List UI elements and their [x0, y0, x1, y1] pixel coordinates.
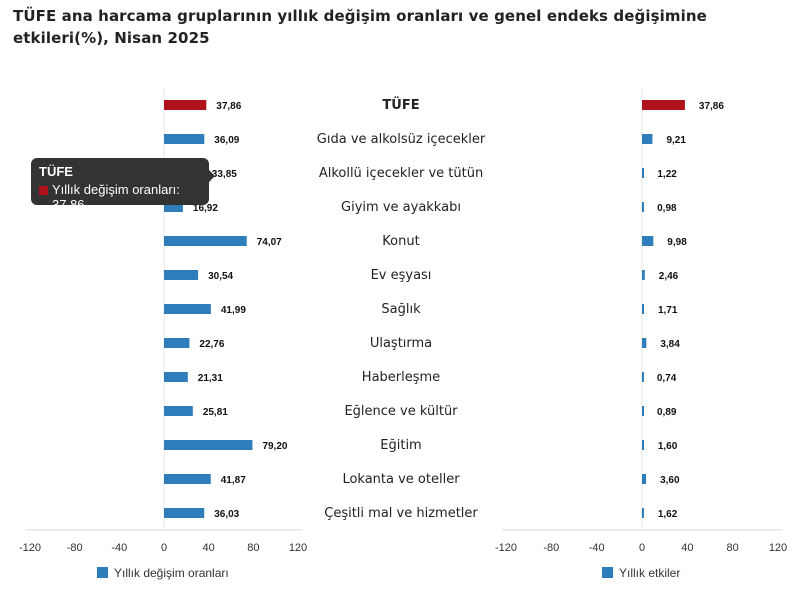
- legend-label: Yıllık etkiler: [619, 566, 680, 580]
- data-label: 37,86: [699, 101, 724, 112]
- bar: [164, 508, 205, 518]
- bar: [164, 202, 183, 212]
- bar: [164, 372, 188, 382]
- data-label: 2,46: [659, 271, 679, 282]
- bar: [164, 100, 207, 110]
- tooltip-text: Yıllık değişim oranları: 37.86: [52, 182, 180, 212]
- tooltip-header: TÜFE: [39, 164, 73, 179]
- bar: [642, 440, 644, 450]
- x-tick-label: 40: [203, 542, 215, 554]
- x-tick-label: -80: [543, 542, 559, 554]
- tooltip-arrow: [209, 170, 215, 182]
- bar: [642, 134, 653, 144]
- data-label: 36,09: [214, 135, 239, 146]
- category-label: Lokanta ve oteller: [342, 472, 460, 487]
- x-tick-label: -120: [495, 542, 517, 554]
- bar: [642, 168, 644, 178]
- data-label: 1,62: [658, 509, 678, 520]
- category-label: Eğlence ve kültür: [344, 404, 458, 419]
- data-label: 0,74: [657, 373, 677, 384]
- bar: [164, 134, 205, 144]
- category-label: Çeşitli mal ve hizmetler: [324, 506, 478, 521]
- data-label: 16,92: [193, 203, 218, 214]
- x-tick-label: 120: [289, 542, 307, 554]
- data-label: 3,60: [660, 475, 680, 486]
- data-label: 36,03: [214, 509, 239, 520]
- x-tick-label: -120: [19, 542, 41, 554]
- bar: [642, 406, 644, 416]
- bar: [164, 440, 253, 450]
- bar: [642, 270, 645, 280]
- category-label: Ulaştırma: [370, 336, 432, 351]
- x-tick-label: 80: [247, 542, 259, 554]
- category-label: Giyim ve ayakkabı: [341, 200, 461, 215]
- tooltip: TÜFE Yıllık değişim oranları: 37.86: [31, 158, 215, 212]
- data-label: 3,84: [660, 339, 680, 350]
- bar: [642, 236, 654, 246]
- data-label: 0,89: [657, 407, 677, 418]
- data-label: 33,85: [212, 169, 237, 180]
- bar: [164, 236, 247, 246]
- data-label: 0,98: [657, 203, 677, 214]
- data-label: 1,60: [658, 441, 678, 452]
- data-label: 30,54: [208, 271, 233, 282]
- data-label: 1,71: [658, 305, 678, 316]
- bar: [642, 474, 647, 484]
- tooltip-swatch: [39, 186, 48, 195]
- bar: [642, 508, 644, 518]
- bar: [164, 474, 211, 484]
- data-label: 9,21: [666, 135, 686, 146]
- bar: [164, 338, 190, 348]
- x-tick-label: 40: [681, 542, 693, 554]
- category-label: Alkollü içecekler ve tütün: [319, 166, 483, 181]
- category-label: Eğitim: [380, 438, 421, 453]
- bar: [642, 100, 685, 110]
- chart-title: TÜFE ana harcama gruplarının yıllık deği…: [13, 7, 707, 47]
- x-tick-label: 80: [727, 542, 739, 554]
- category-label: Sağlık: [381, 302, 421, 317]
- x-tick-label: -40: [111, 542, 127, 554]
- bar: [164, 270, 199, 280]
- category-label: Ev eşyası: [371, 268, 432, 283]
- data-label: 41,99: [221, 305, 246, 316]
- data-label: 1,22: [657, 169, 677, 180]
- bar: [642, 202, 644, 212]
- data-label: 79,20: [262, 441, 287, 452]
- bar: [642, 372, 644, 382]
- category-label: Konut: [382, 234, 419, 249]
- data-label: 41,87: [221, 475, 246, 486]
- data-label: 74,07: [257, 237, 282, 248]
- x-tick-label: -80: [67, 542, 83, 554]
- x-tick-label: 0: [161, 542, 167, 554]
- legend-swatch: [97, 567, 108, 578]
- category-label: Gıda ve alkolsüz içecekler: [317, 132, 486, 147]
- x-tick-label: 120: [769, 542, 787, 554]
- legend-label: Yıllık değişim oranları: [114, 566, 229, 580]
- bar: [164, 304, 211, 314]
- data-label: 22,76: [199, 339, 224, 350]
- x-tick-label: -40: [589, 542, 605, 554]
- bar: [642, 338, 647, 348]
- data-label: 25,81: [203, 407, 228, 418]
- bar: [164, 406, 193, 416]
- legend-swatch: [602, 567, 613, 578]
- category-label: TÜFE: [382, 97, 419, 113]
- x-tick-label: 0: [639, 542, 645, 554]
- bar: [642, 304, 644, 314]
- data-label: 9,98: [667, 237, 687, 248]
- data-label: 37,86: [216, 101, 241, 112]
- data-label: 21,31: [198, 373, 223, 384]
- category-label: Haberleşme: [362, 370, 440, 385]
